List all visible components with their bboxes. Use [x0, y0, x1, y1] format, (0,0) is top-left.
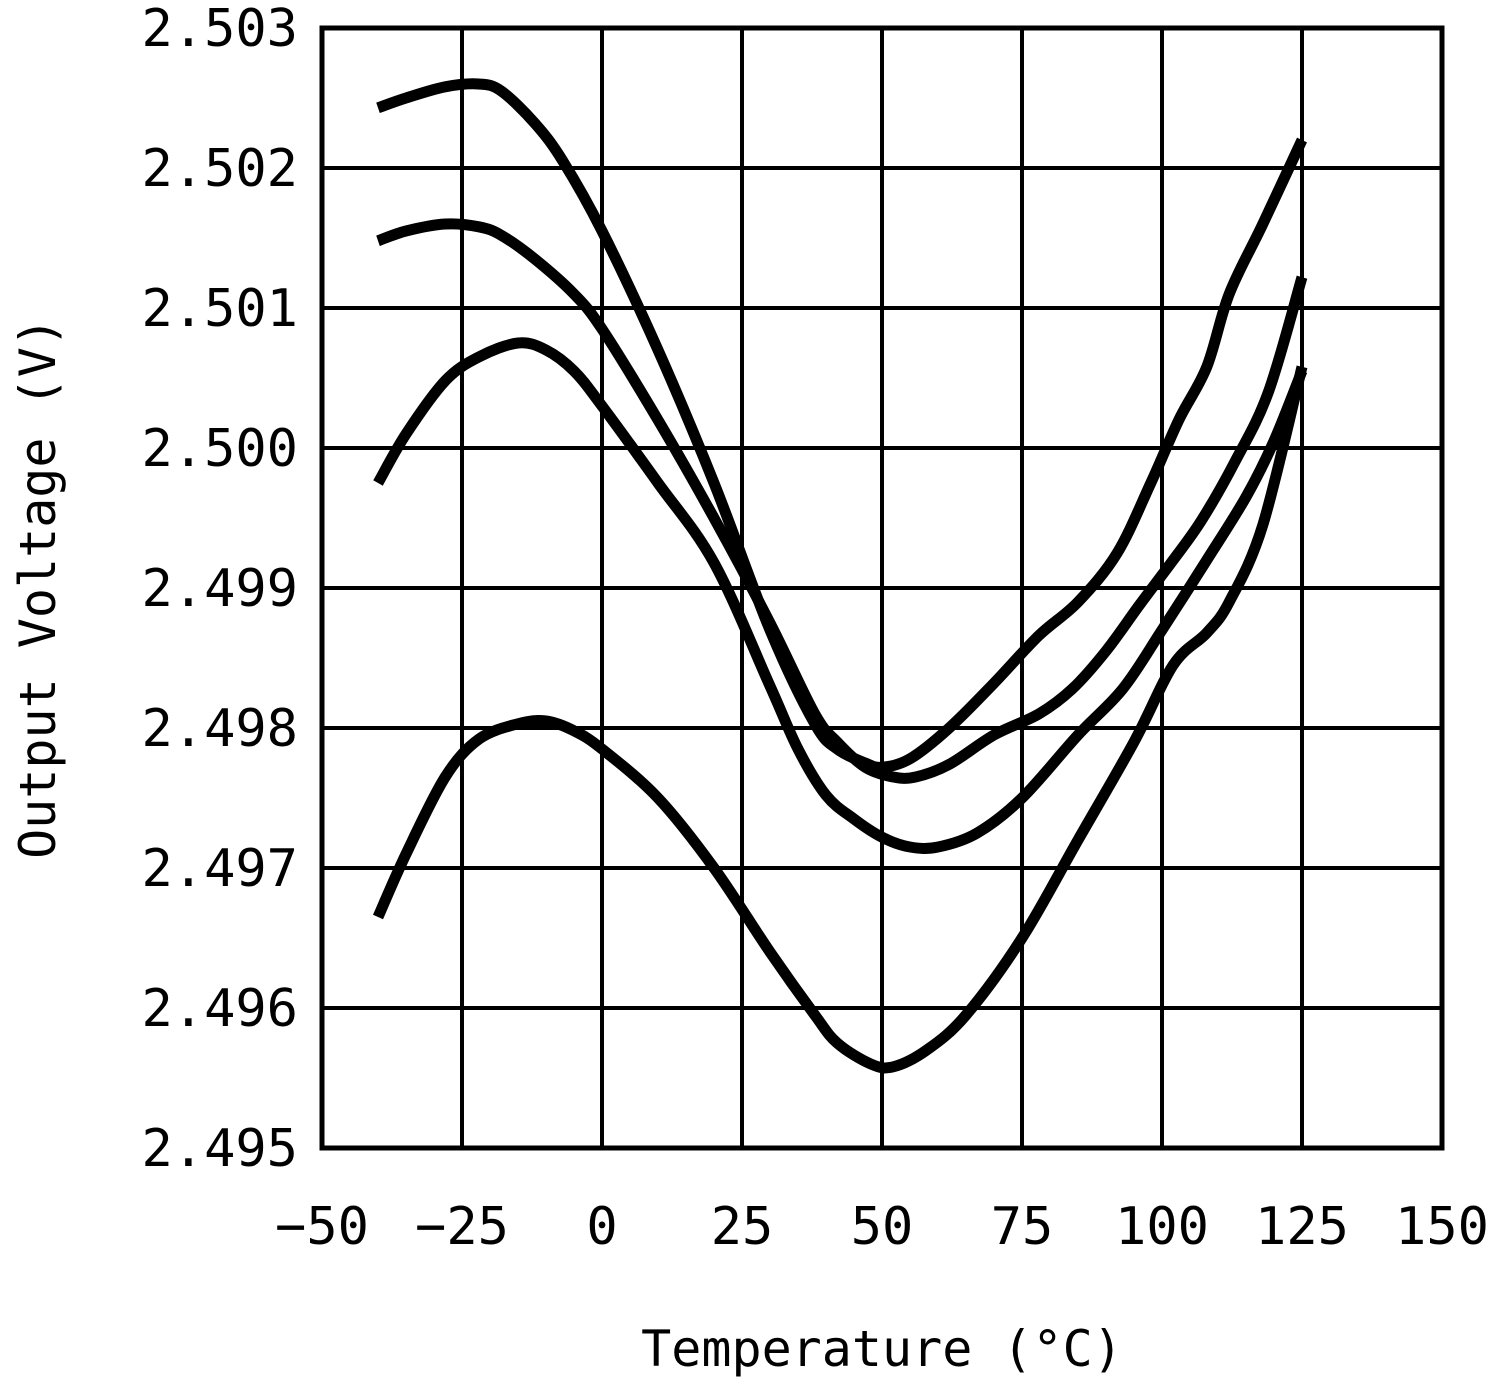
y-tick-label: 2.496	[141, 979, 298, 1039]
x-tick-labels: −50 −25 0 25 50 75 100 125 150	[275, 1197, 1489, 1257]
series-layer	[372, 78, 1308, 1074]
x-tick-label: 100	[1115, 1197, 1209, 1257]
x-tick-label: 150	[1395, 1197, 1489, 1257]
x-axis-label: Temperature (°C)	[641, 1320, 1123, 1378]
x-tick-label: 0	[586, 1197, 617, 1257]
x-tick-label: 25	[711, 1197, 774, 1257]
x-tick-label: −25	[415, 1197, 509, 1257]
x-tick-label: 75	[991, 1197, 1054, 1257]
y-tick-label: 2.497	[141, 839, 298, 899]
series-line-4	[372, 365, 1308, 1074]
y-tick-label: 2.498	[141, 699, 298, 759]
x-tick-label: 50	[851, 1197, 914, 1257]
series-line-3	[373, 337, 1308, 854]
y-tick-label: 2.502	[141, 139, 298, 199]
y-tick-label: 2.499	[141, 559, 298, 619]
y-tick-label: 2.500	[141, 419, 298, 479]
plot-frame	[319, 25, 1445, 1151]
y-tick-labels: 2.503 2.502 2.501 2.500 2.499 2.498 2.497 2.496…	[141, 0, 298, 1179]
y-axis-label: Output Voltage (V)	[9, 317, 67, 859]
y-tick-label: 2.503	[141, 0, 298, 59]
series-line-2	[376, 218, 1308, 784]
x-tick-label: 125	[1255, 1197, 1349, 1257]
x-tick-label: −50	[275, 1197, 369, 1257]
y-tick-label: 2.495	[141, 1119, 298, 1179]
y-tick-label: 2.501	[141, 279, 298, 339]
